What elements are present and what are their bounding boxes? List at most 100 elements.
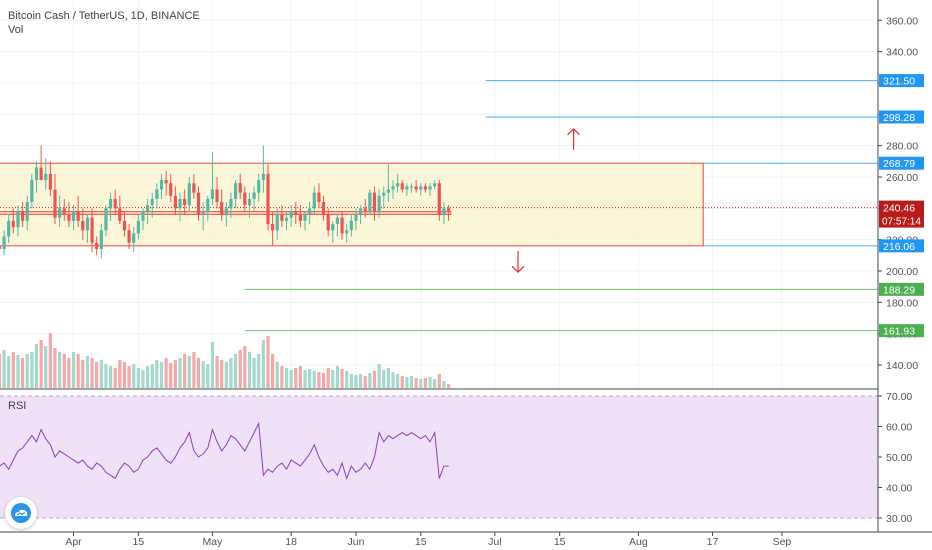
rsi-axis[interactable]: 30.00 40.00 50.00 60.00 70.00: [878, 391, 912, 525]
level-tag-bg: [879, 239, 924, 253]
candles: [0, 145, 451, 259]
candle-body: [317, 192, 321, 203]
candle-body: [419, 186, 423, 190]
candle-body: [238, 183, 242, 193]
candle-body: [0, 245, 2, 250]
volume-bar: [95, 362, 99, 388]
volume-bar: [220, 360, 224, 388]
volume-bar: [345, 371, 349, 388]
level-tag-bg: [879, 110, 924, 124]
volume-bar: [206, 364, 210, 388]
price-tick-label: 180.00: [886, 297, 918, 309]
volume-bar: [257, 354, 261, 388]
candle-body: [108, 198, 113, 209]
volume-bar: [382, 370, 386, 388]
volume-bar: [16, 355, 20, 388]
level-tag-label: 321.50: [883, 76, 915, 88]
level-tag-label: 161.93: [883, 326, 915, 338]
volume-bar: [71, 352, 76, 388]
candle-body: [196, 192, 201, 215]
time-axis[interactable]: Apr 15 May 18 Jun 15 Jul 15 Aug 17 Sep: [65, 532, 791, 548]
volume-bar: [48, 333, 52, 388]
time-tick-label: Jun: [347, 536, 364, 548]
candle-body: [136, 220, 140, 234]
volume-bar: [229, 358, 233, 388]
candle-body: [312, 192, 316, 209]
rsi-background: [0, 390, 878, 532]
candle-body: [164, 180, 168, 184]
volume-bar: [312, 371, 316, 388]
volume-bar: [21, 358, 25, 388]
volume-bar: [136, 368, 140, 388]
last-price-label: 240.46: [883, 203, 915, 215]
candle-body: [224, 208, 228, 215]
level-tag-label: 298.28: [883, 112, 915, 124]
candle-body: [354, 214, 358, 221]
candle-body: [252, 192, 256, 199]
volume-bar: [317, 372, 321, 388]
volume-bar: [303, 370, 307, 388]
candle-body: [233, 183, 238, 199]
volume-bar: [372, 371, 377, 388]
arrow-head: [511, 265, 525, 274]
candle-body: [48, 173, 52, 190]
level-tag: 268.79: [879, 156, 924, 170]
candle-body: [206, 198, 210, 212]
volume-bar: [409, 376, 414, 388]
rsi-line: [0, 421, 449, 480]
volume-bar: [419, 379, 423, 388]
volume-bar: [266, 336, 270, 388]
candle-body: [58, 208, 62, 218]
last-price-bg: [879, 200, 924, 228]
volume-bar: [201, 361, 205, 388]
volume-bar: [159, 362, 164, 388]
volume-bar: [215, 356, 219, 388]
volume-bar: [11, 352, 15, 388]
volume-bar: [428, 377, 432, 388]
level-tag-bg: [879, 74, 924, 88]
price-tick-label: 360.00: [886, 15, 918, 27]
volume-bar: [132, 364, 136, 388]
level-tag-bg: [879, 156, 924, 170]
level-tag-bg: [879, 282, 924, 296]
candle-body: [433, 183, 437, 187]
volume-bar: [331, 370, 335, 388]
volume-bar: [44, 346, 48, 388]
candle-body: [34, 167, 39, 181]
candle-body: [261, 173, 265, 181]
candle-body: [409, 186, 414, 188]
candle-body: [326, 214, 330, 231]
time-tick-label: 15: [415, 536, 427, 548]
rsi-tick-label: 70.00: [886, 391, 912, 403]
volume-bar: [335, 366, 340, 388]
candle-body: [113, 198, 117, 209]
candle-body: [132, 233, 136, 243]
candle-body: [81, 220, 85, 231]
volume-bar: [113, 368, 117, 388]
volume-bar: [108, 366, 113, 388]
tradingview-logo-button[interactable]: [5, 497, 37, 529]
rsi-band-fill: [0, 396, 878, 518]
volume-bar: [53, 348, 57, 388]
volume-bar: [437, 374, 441, 388]
candle-body: [201, 211, 205, 215]
candle-body: [16, 211, 20, 228]
candle-body: [294, 211, 298, 215]
candle-body: [7, 220, 11, 237]
candle-body: [215, 189, 219, 203]
candle-body: [150, 198, 154, 206]
candle-body: [210, 189, 215, 199]
time-tick-label: Jul: [488, 536, 501, 548]
rsi-tick-label: 30.00: [886, 513, 912, 525]
volume-bar: [233, 354, 238, 388]
candle-body: [173, 195, 177, 209]
price-tick-label: 340.00: [886, 47, 918, 59]
time-tick-label: Apr: [65, 536, 82, 548]
volume-bar: [192, 352, 196, 388]
volume-bar: [391, 372, 395, 388]
arrows: [511, 127, 580, 274]
volume-bar: [62, 354, 66, 388]
candle-body: [391, 186, 395, 190]
candle-body: [21, 211, 25, 221]
